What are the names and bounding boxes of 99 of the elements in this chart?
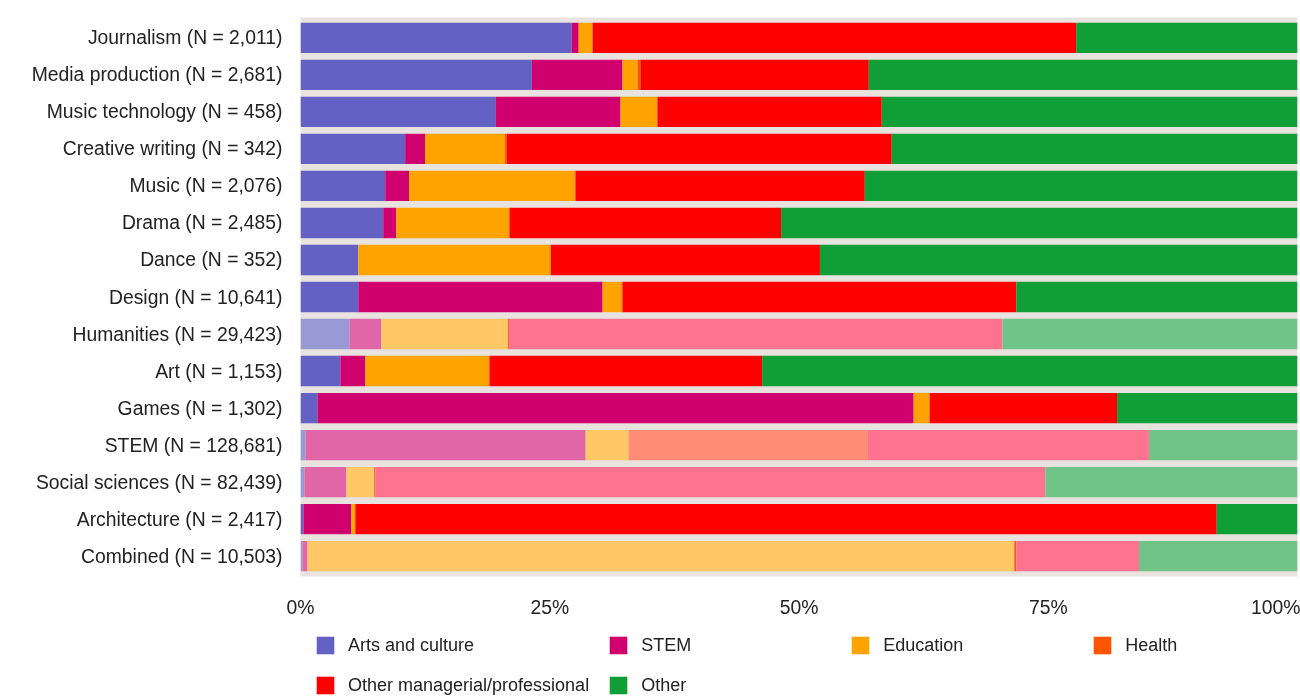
bar [303,503,352,535]
bar [346,466,375,498]
bar [550,244,820,276]
y-tick-label: Drama (N = 2,485) [121,212,283,234]
bar [1014,540,1017,572]
bar [300,318,350,350]
bar [307,540,1015,572]
bar [1002,318,1298,350]
y-tick-label: Media production (N = 2,681) [31,64,283,86]
bar [358,244,551,276]
bar [640,59,869,91]
bar [571,22,579,54]
x-tick-label: 50% [779,596,819,618]
legend-label: Education [883,634,965,656]
bar [929,392,1118,424]
legend-label: STEM [641,634,693,656]
y-tick-label: Architecture (N = 2,417) [76,508,283,530]
bar [355,503,1217,535]
bar [358,281,603,313]
bar [819,244,1298,276]
legend-label: Health [1125,634,1179,656]
bar [602,281,622,313]
bar [913,392,930,424]
bar [340,355,366,387]
bar [375,466,1046,498]
bar [1045,466,1298,498]
y-tick-label: Social sciences (N = 82,439) [35,471,283,493]
bar [881,96,1298,128]
bar [300,133,406,165]
bar [578,22,593,54]
y-tick-label: Humanities (N = 29,423) [72,323,283,345]
x-tick-label: 75% [1028,596,1068,618]
bar [365,355,489,387]
bar [409,170,575,202]
bar [300,244,359,276]
bar [489,355,763,387]
y-tick-label: Creative writing (N = 342) [62,138,283,160]
bar [385,170,410,202]
bar [867,429,1149,461]
bar [425,133,505,165]
bar [1016,540,1139,572]
bar [351,503,356,535]
bar [300,170,386,202]
y-tick-label: Combined (N = 10,503) [81,545,283,567]
bar [302,540,308,572]
bar [349,318,382,350]
y-tick-label: Journalism (N = 2,011) [87,27,283,49]
bar [495,96,621,128]
bar [891,133,1298,165]
legend-label: Other [641,674,688,696]
legend-label: Other managerial/professional [348,674,590,696]
bar [762,355,1298,387]
bar [506,133,892,165]
bar [1138,540,1298,572]
bar [300,207,384,239]
bar [405,133,426,165]
bar [657,96,882,128]
bar [317,392,914,424]
bar [381,318,508,350]
bar [1076,22,1298,54]
y-tick-label: Design (N = 10,641) [108,286,283,308]
y-tick-label: STEM (N = 128,681) [104,434,283,456]
bar [508,318,1003,350]
x-tick-label: 25% [530,596,570,618]
y-tick-label: Music technology (N = 458) [46,101,283,123]
bar [620,96,658,128]
bar [781,207,1298,239]
bar [305,429,586,461]
x-tick-label: 100% [1251,596,1300,618]
bar [383,207,397,239]
bar [1148,429,1298,461]
bar [592,22,1077,54]
y-tick-label: Games (N = 1,302) [117,397,283,419]
bar [1216,503,1298,535]
bar [1117,392,1298,424]
bar [300,59,532,91]
y-tick-label: Art (N = 1,153) [155,360,283,382]
bar [300,281,359,313]
bar [509,207,782,239]
bar [585,429,629,461]
y-tick-label: Music (N = 2,076) [129,175,283,197]
bar [864,170,1298,202]
bar [1016,281,1298,313]
bar [396,207,509,239]
legend-label: Arts and culture [348,634,476,656]
x-tick-label: 0% [286,596,315,618]
bar [304,466,347,498]
bar [300,392,318,424]
bar [531,59,623,91]
bar [575,170,865,202]
bar [868,59,1298,91]
bar [637,59,641,91]
bar [300,96,496,128]
bar [628,429,868,461]
bar [300,22,572,54]
y-tick-label: Dance (N = 352) [140,249,283,271]
bar [300,355,341,387]
bar [622,281,1017,313]
bar [622,59,638,91]
